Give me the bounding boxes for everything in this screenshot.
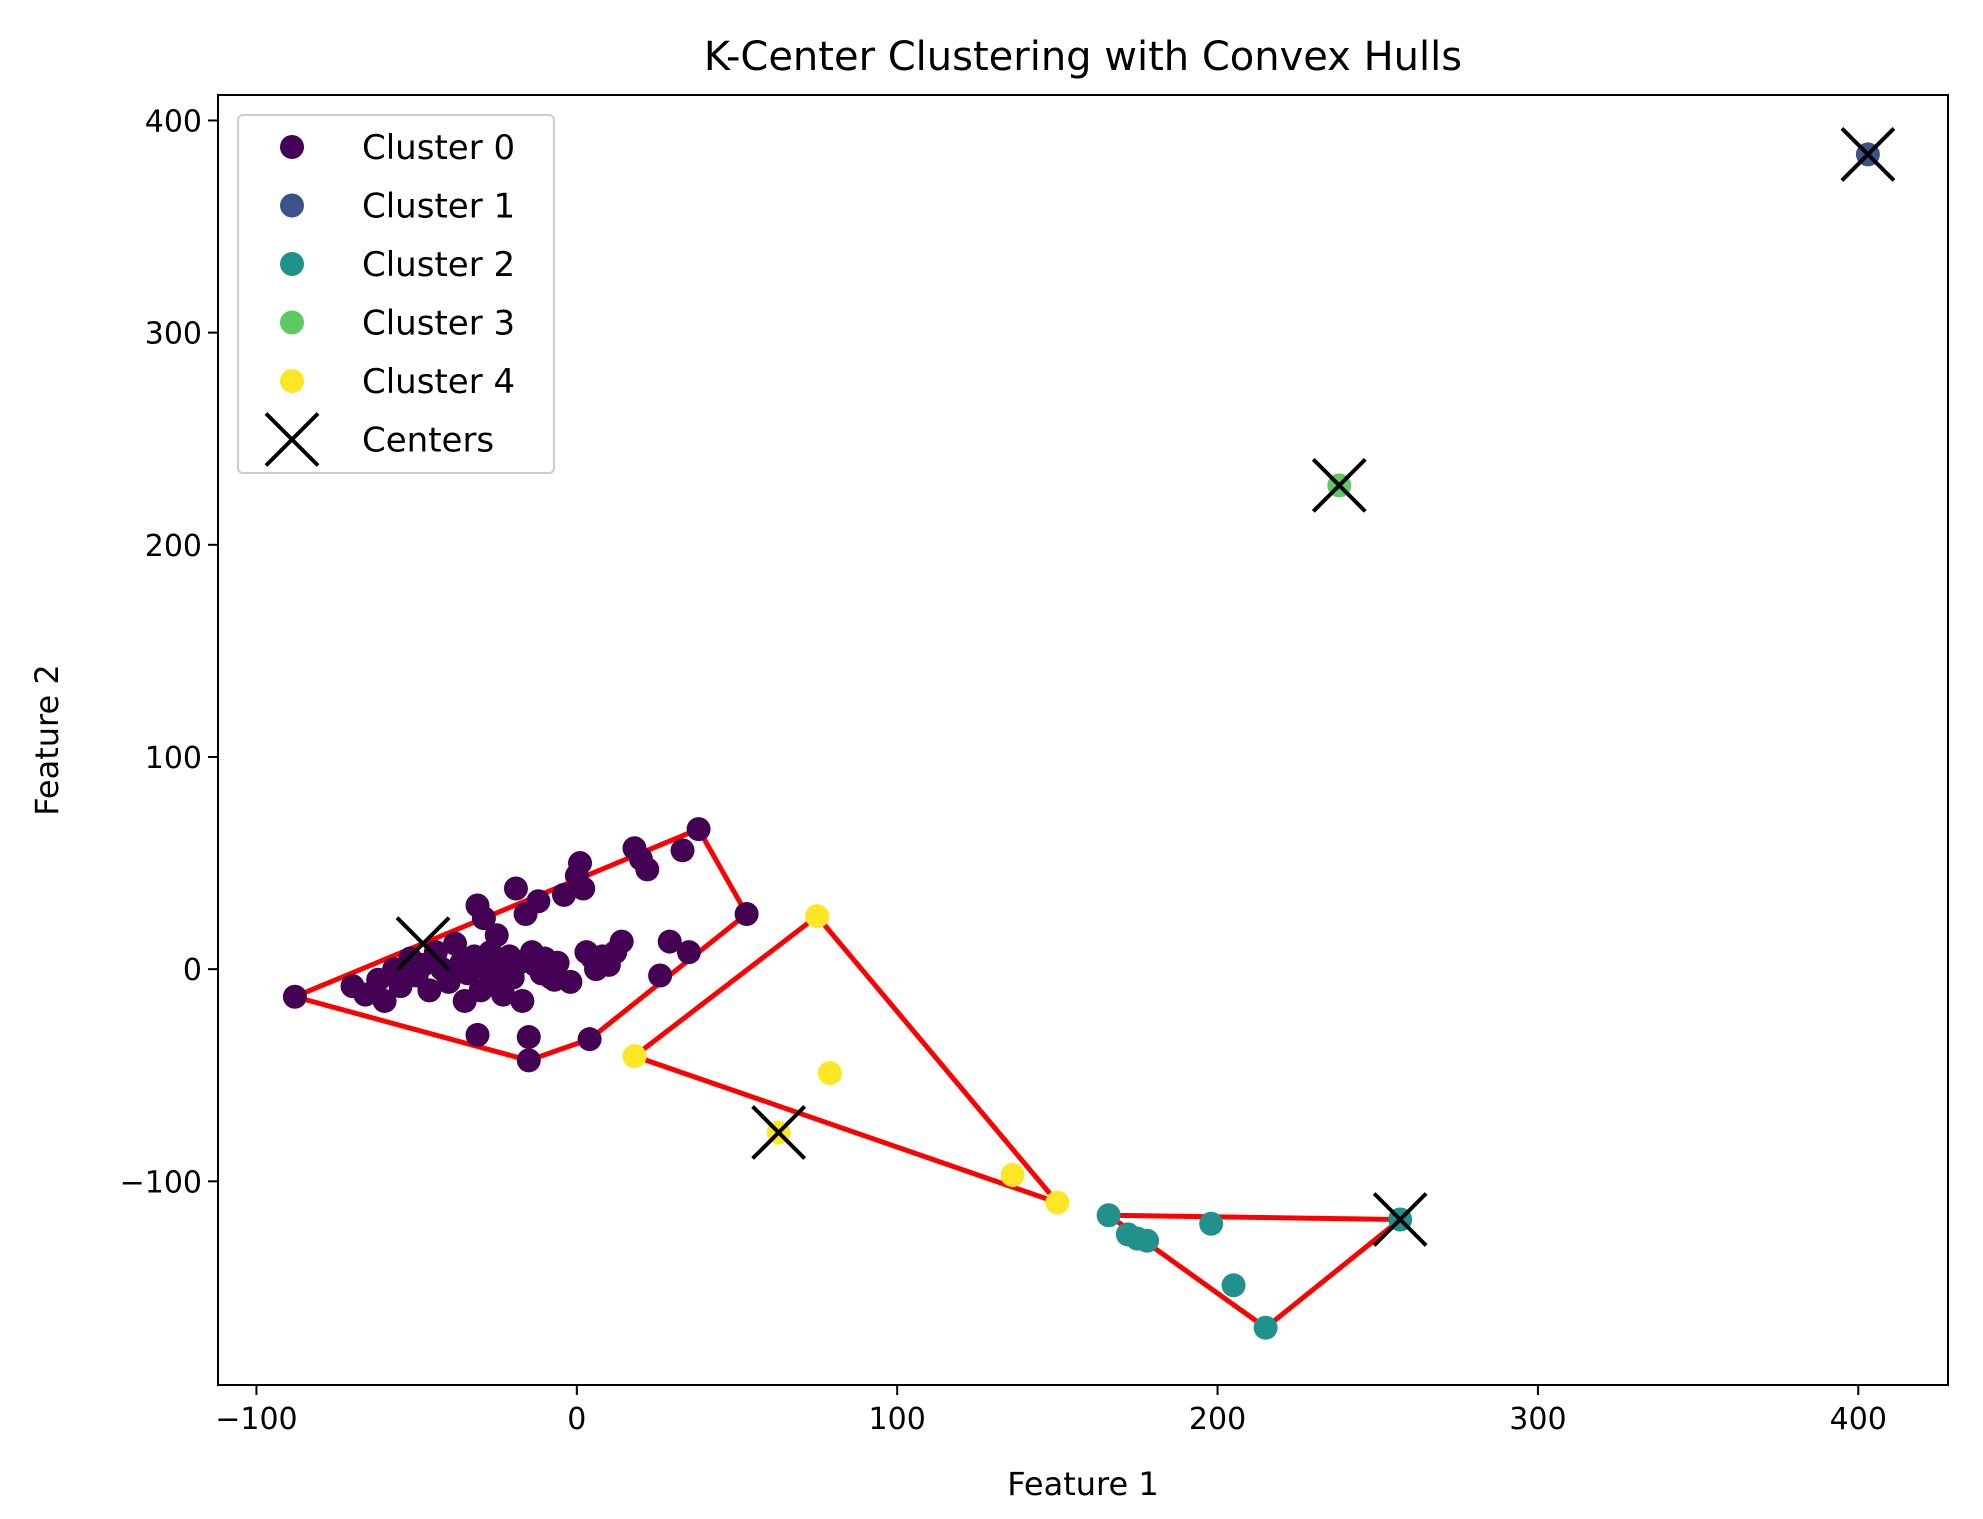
legend-label: Cluster 4 xyxy=(362,362,515,402)
point-cluster-0 xyxy=(516,1048,541,1073)
x-tick-label: 400 xyxy=(1830,1402,1887,1437)
point-cluster-4 xyxy=(1000,1162,1025,1187)
legend-item: Cluster 3 xyxy=(280,304,515,344)
point-cluster-0 xyxy=(282,984,307,1009)
point-cluster-0 xyxy=(552,882,576,907)
point-cluster-0 xyxy=(471,906,496,931)
y-tick-label: 0 xyxy=(183,953,202,988)
point-cluster-2 xyxy=(1199,1211,1224,1236)
point-cluster-0 xyxy=(670,838,695,863)
chart-title: K-Center Clustering with Convex Hulls xyxy=(704,34,1462,80)
legend-item: Cluster 4 xyxy=(280,362,515,402)
cluster-centers xyxy=(395,126,1896,1247)
legend-item: Centers xyxy=(264,412,494,467)
point-cluster-0 xyxy=(443,931,468,956)
legend-label: Cluster 3 xyxy=(362,304,515,344)
plot-area xyxy=(217,94,1949,1386)
legend-marker xyxy=(280,252,304,276)
point-cluster-0 xyxy=(503,876,528,901)
point-cluster-0 xyxy=(635,857,660,882)
point-cluster-0 xyxy=(516,1025,541,1050)
x-tick-label: 300 xyxy=(1509,1402,1566,1437)
center-marker xyxy=(751,1105,807,1160)
x-tick-label: 200 xyxy=(1189,1402,1246,1437)
legend-marker xyxy=(280,193,304,218)
x-tick-label: −100 xyxy=(215,1402,297,1437)
convex-hull-1 xyxy=(631,914,1060,1206)
point-cluster-0 xyxy=(436,969,461,994)
point-cluster-4 xyxy=(805,904,830,929)
y-axis-label: Feature 2 xyxy=(28,664,66,815)
legend-box xyxy=(237,114,555,474)
center-marker xyxy=(1311,457,1367,513)
point-cluster-0 xyxy=(417,978,442,1003)
legend: Cluster 0 Cluster 1 Cluster 2 Cluster 3 Clus… xyxy=(237,114,555,474)
point-cluster-0 xyxy=(571,876,596,901)
point-cluster-2 xyxy=(1221,1273,1246,1298)
legend-label: Cluster 0 xyxy=(362,128,515,168)
y-tick-label: 100 xyxy=(145,741,202,776)
point-cluster-2 xyxy=(1096,1203,1121,1228)
point-cluster-0 xyxy=(526,889,551,914)
point-cluster-4 xyxy=(1045,1190,1070,1215)
legend-label: Cluster 1 xyxy=(362,187,515,227)
y-tick-label: 400 xyxy=(145,104,202,139)
point-cluster-0 xyxy=(657,929,682,954)
legend-marker xyxy=(280,310,304,335)
point-cluster-0 xyxy=(648,963,673,988)
point-cluster-0 xyxy=(465,1022,490,1047)
point-cluster-0 xyxy=(676,940,701,965)
x-tick-label: 100 xyxy=(869,1402,926,1437)
center-marker xyxy=(1372,1192,1428,1247)
point-cluster-2 xyxy=(1135,1228,1160,1253)
legend-marker xyxy=(280,135,304,159)
legend-marker xyxy=(280,369,304,393)
point-cluster-0 xyxy=(609,929,634,954)
point-cluster-4 xyxy=(622,1044,647,1069)
y-tick-label: 200 xyxy=(145,529,202,564)
point-cluster-0 xyxy=(542,967,567,992)
legend-label: Cluster 2 xyxy=(362,245,515,285)
point-cluster-2 xyxy=(1253,1315,1278,1340)
x-tick-label: 0 xyxy=(567,1402,586,1437)
legend-item: Cluster 1 xyxy=(280,187,515,227)
point-cluster-0 xyxy=(484,923,509,948)
convex-hulls xyxy=(293,826,1403,1331)
convex-hull-2 xyxy=(1107,1212,1403,1331)
x-axis-label: Feature 1 xyxy=(1007,1465,1158,1503)
point-cluster-0 xyxy=(372,988,397,1013)
point-cluster-0 xyxy=(568,851,593,876)
point-cluster-4 xyxy=(817,1061,842,1086)
legend-label: Centers xyxy=(362,421,494,461)
point-cluster-0 xyxy=(510,988,535,1013)
y-tick-label: 300 xyxy=(145,317,202,352)
center-marker xyxy=(395,916,451,972)
point-cluster-0 xyxy=(577,1027,602,1052)
legend-item: Cluster 0 xyxy=(280,128,515,168)
x-axis-ticks: −100 0 100 200 300 400 xyxy=(215,1385,1887,1437)
center-marker xyxy=(1840,126,1896,182)
legend-marker xyxy=(264,412,320,467)
y-tick-label: −100 xyxy=(120,1165,202,1200)
legend-item: Cluster 2 xyxy=(280,245,515,285)
point-cluster-0 xyxy=(686,817,711,842)
point-cluster-0 xyxy=(734,901,759,926)
y-axis-ticks: −100 0 100 200 300 400 xyxy=(120,104,218,1200)
